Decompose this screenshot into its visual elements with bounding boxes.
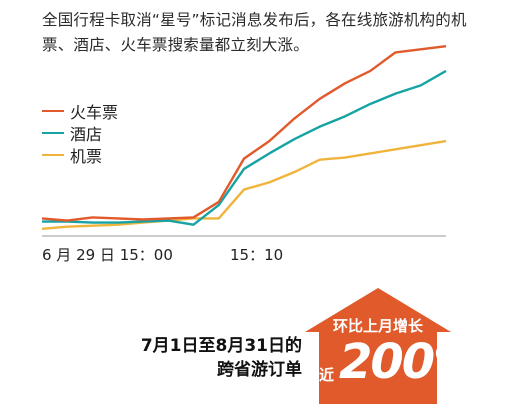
legend-swatch-train: [42, 109, 64, 113]
growth-near: 近: [319, 366, 335, 384]
callout-line-1: 7月1日至8月31日的: [140, 336, 302, 356]
legend-label-hotel: 酒店: [70, 125, 103, 144]
up-arrow-icon: [305, 288, 451, 404]
series-line-1: [42, 69, 447, 226]
legend-label-train: 火车票: [70, 103, 119, 122]
growth-label: 环比上月增长: [332, 317, 423, 335]
x-tick-0: 6 月 29 日 15：00: [42, 246, 173, 264]
growth-arrow: 环比上月增长 近 200%: [305, 288, 481, 404]
legend: 火车票 酒店 机票: [42, 100, 118, 166]
callout-line-2: 跨省游订单: [217, 360, 302, 380]
x-tick-1: 15：10: [230, 246, 284, 264]
callout-text: 7月1日至8月31日的 跨省游订单: [40, 334, 302, 382]
series-line-2: [41, 139, 447, 230]
legend-item-flight: 机票: [42, 144, 118, 166]
legend-swatch-hotel: [42, 131, 64, 135]
legend-swatch-flight: [42, 153, 64, 157]
legend-item-hotel: 酒店: [42, 122, 118, 144]
series-line-0: [41, 44, 447, 222]
legend-label-flight: 机票: [70, 147, 103, 166]
legend-item-train: 火车票: [42, 100, 118, 122]
growth-value: 200%: [339, 334, 481, 390]
line-chart: [41, 44, 447, 237]
headline: 全国行程卡取消“星号”标记消息发布后，各在线旅游机构的机票、酒店、火车票搜索量都…: [42, 11, 467, 54]
